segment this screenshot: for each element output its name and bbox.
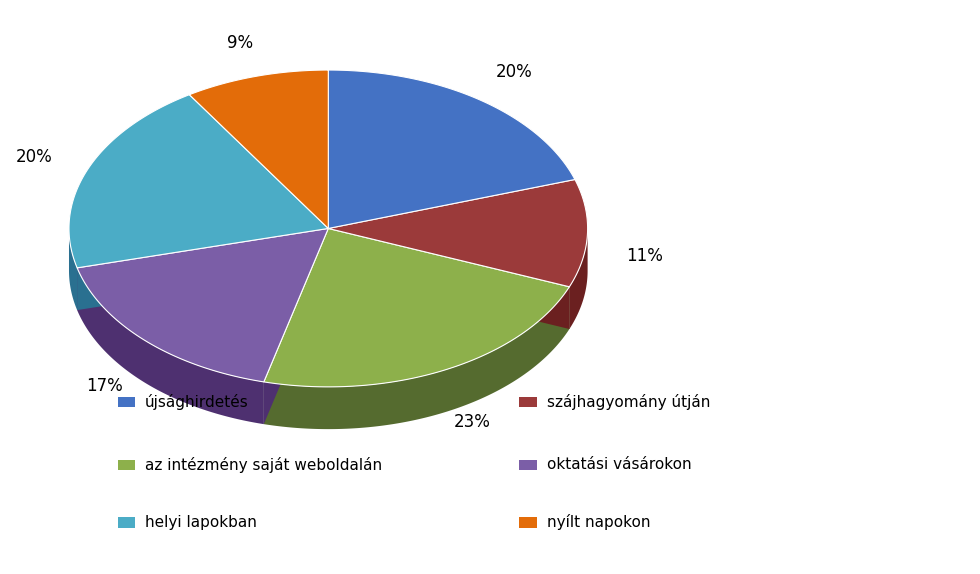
Text: 17%: 17% xyxy=(86,377,122,395)
Text: szájhagyomány útján: szájhagyomány útján xyxy=(547,394,710,410)
Polygon shape xyxy=(69,95,328,268)
Polygon shape xyxy=(77,228,328,310)
Polygon shape xyxy=(264,228,328,424)
Text: újsághirdetés: újsághirdetés xyxy=(145,394,249,410)
Text: az intézmény saját weboldalán: az intézmény saját weboldalán xyxy=(145,457,382,473)
Text: nyílt napokon: nyílt napokon xyxy=(547,514,651,530)
Polygon shape xyxy=(69,229,77,310)
Polygon shape xyxy=(569,228,588,329)
Polygon shape xyxy=(264,228,569,387)
Polygon shape xyxy=(77,228,328,310)
Polygon shape xyxy=(328,228,569,329)
Polygon shape xyxy=(189,70,328,228)
Text: 11%: 11% xyxy=(626,247,662,265)
Text: 23%: 23% xyxy=(454,413,490,430)
Text: 20%: 20% xyxy=(16,148,53,166)
Polygon shape xyxy=(328,70,575,228)
Polygon shape xyxy=(77,228,328,382)
Polygon shape xyxy=(264,287,569,429)
Polygon shape xyxy=(328,180,588,287)
Polygon shape xyxy=(264,228,328,424)
Text: oktatási vásárokon: oktatási vásárokon xyxy=(547,457,692,472)
Text: 9%: 9% xyxy=(227,34,253,52)
Text: helyi lapokban: helyi lapokban xyxy=(145,515,257,530)
Polygon shape xyxy=(77,268,264,424)
Polygon shape xyxy=(328,228,569,329)
Text: 20%: 20% xyxy=(496,63,532,81)
